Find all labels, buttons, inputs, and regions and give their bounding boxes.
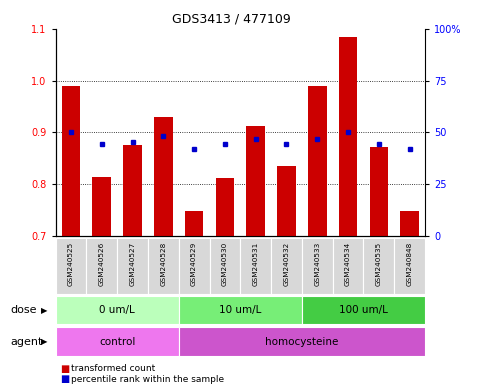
Bar [56,327,179,356]
Text: GDS3413 / 477109: GDS3413 / 477109 [172,12,291,25]
Bar [123,146,142,236]
Bar [148,238,179,294]
Bar [400,211,419,236]
Bar [394,238,425,294]
Text: ■: ■ [60,374,70,384]
Text: control: control [99,336,135,347]
Bar [364,238,394,294]
Bar [62,86,80,236]
Bar [154,117,172,236]
Text: ▶: ▶ [41,306,48,314]
Text: 0 um/L: 0 um/L [99,305,135,315]
Text: GSM240525: GSM240525 [68,242,74,286]
Bar [86,238,117,294]
Text: GSM240848: GSM240848 [407,242,412,286]
Bar [179,327,425,356]
Text: GSM240527: GSM240527 [129,242,136,286]
Bar [271,238,302,294]
Text: GSM240526: GSM240526 [99,242,105,286]
Text: ■: ■ [60,364,70,374]
Text: homocysteine: homocysteine [265,336,339,347]
Bar [240,238,271,294]
Bar [277,166,296,236]
Bar [56,296,179,324]
Text: GSM240528: GSM240528 [160,242,166,286]
Text: GSM240533: GSM240533 [314,242,320,286]
Text: percentile rank within the sample: percentile rank within the sample [71,375,225,384]
Bar [215,178,234,236]
Bar [339,36,357,236]
Bar [369,147,388,236]
Bar [210,238,240,294]
Text: GSM240531: GSM240531 [253,242,259,286]
Bar [179,238,210,294]
Text: agent: agent [11,336,43,347]
Text: dose: dose [11,305,37,315]
Text: GSM240532: GSM240532 [284,242,289,286]
Bar [246,126,265,236]
Bar [308,86,327,236]
Bar [92,177,111,236]
Bar [185,211,203,236]
Bar [117,238,148,294]
Text: GSM240530: GSM240530 [222,242,228,286]
Text: transformed count: transformed count [71,364,156,373]
Bar [333,238,364,294]
Bar [302,238,333,294]
Text: 10 um/L: 10 um/L [219,305,261,315]
Text: GSM240529: GSM240529 [191,242,197,286]
Text: ▶: ▶ [41,337,48,346]
Bar [56,238,86,294]
Bar [179,296,302,324]
Bar [302,296,425,324]
Text: 100 um/L: 100 um/L [339,305,388,315]
Text: GSM240535: GSM240535 [376,242,382,286]
Text: GSM240534: GSM240534 [345,242,351,286]
